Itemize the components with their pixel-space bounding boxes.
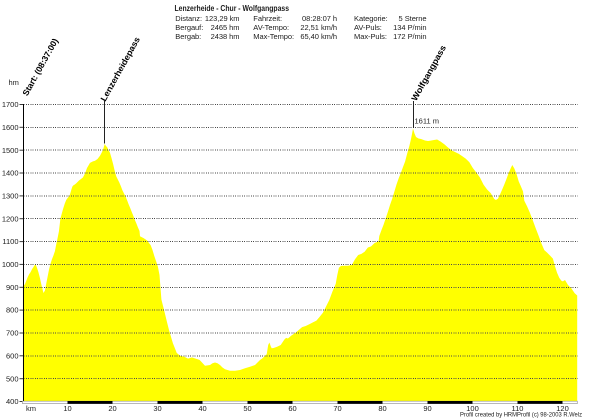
svg-text:500: 500 xyxy=(6,374,19,383)
svg-text:30: 30 xyxy=(153,404,161,413)
svg-text:1600: 1600 xyxy=(2,123,19,132)
svg-text:1400: 1400 xyxy=(2,169,19,178)
svg-text:10: 10 xyxy=(63,404,71,413)
svg-text:65,40 km/h: 65,40 km/h xyxy=(300,32,337,41)
svg-text:5 Sterne: 5 Sterne xyxy=(399,14,427,23)
svg-text:AV-Tempo:: AV-Tempo: xyxy=(253,23,289,32)
svg-text:2465 hm: 2465 hm xyxy=(211,23,240,32)
svg-text:AV-Puls:: AV-Puls: xyxy=(354,23,382,32)
svg-text:Distanz:: Distanz: xyxy=(175,14,202,23)
svg-text:1500: 1500 xyxy=(2,146,19,155)
svg-text:hm: hm xyxy=(9,78,19,87)
svg-text:123,29 km: 123,29 km xyxy=(205,14,240,23)
svg-text:2438 hm: 2438 hm xyxy=(211,32,240,41)
svg-text:Bergauf:: Bergauf: xyxy=(175,23,203,32)
svg-text:80: 80 xyxy=(378,404,386,413)
svg-text:Kategorie:: Kategorie: xyxy=(354,14,388,23)
svg-text:Max-Puls:: Max-Puls: xyxy=(354,32,387,41)
svg-text:Max-Tempo:: Max-Tempo: xyxy=(253,32,294,41)
svg-text:120: 120 xyxy=(556,404,569,413)
svg-text:1100: 1100 xyxy=(2,237,18,246)
svg-text:22,51 km/h: 22,51 km/h xyxy=(300,23,337,32)
svg-text:50: 50 xyxy=(243,404,251,413)
svg-text:800: 800 xyxy=(6,306,19,315)
svg-text:700: 700 xyxy=(6,329,19,338)
svg-text:90: 90 xyxy=(423,404,431,413)
svg-text:20: 20 xyxy=(108,404,116,413)
svg-text:1300: 1300 xyxy=(2,192,19,201)
svg-text:60: 60 xyxy=(288,404,296,413)
svg-text:900: 900 xyxy=(6,283,19,292)
svg-text:400: 400 xyxy=(6,397,19,406)
svg-text:70: 70 xyxy=(333,404,341,413)
svg-text:Profil created by HRMProfil (c: Profil created by HRMProfil (c) 98-2003 … xyxy=(460,412,582,418)
svg-text:km: km xyxy=(26,404,36,413)
svg-text:134 P/min: 134 P/min xyxy=(393,23,426,32)
svg-text:40: 40 xyxy=(198,404,206,413)
svg-text:Bergab:: Bergab: xyxy=(175,32,201,41)
svg-text:110: 110 xyxy=(512,404,524,413)
svg-text:Fahrzeit:: Fahrzeit: xyxy=(253,14,282,23)
svg-text:600: 600 xyxy=(6,351,19,360)
svg-text:Lenzerheide - Chur - Wolfgangp: Lenzerheide - Chur - Wolfgangpass xyxy=(175,3,290,13)
svg-text:1611 m: 1611 m xyxy=(415,117,439,126)
svg-text:1700: 1700 xyxy=(2,100,19,109)
svg-text:1200: 1200 xyxy=(2,214,19,223)
svg-text:100: 100 xyxy=(466,404,479,413)
svg-text:172 P/min: 172 P/min xyxy=(393,32,426,41)
svg-text:08:28:07 h: 08:28:07 h xyxy=(302,14,337,23)
svg-text:1000: 1000 xyxy=(2,260,19,269)
